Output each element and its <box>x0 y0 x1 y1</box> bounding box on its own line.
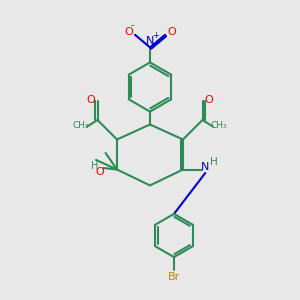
Text: N: N <box>201 162 209 172</box>
Text: O: O <box>86 95 95 105</box>
Text: O: O <box>95 167 104 177</box>
Text: O: O <box>205 95 214 105</box>
Text: Br: Br <box>168 272 180 282</box>
Text: O: O <box>124 27 133 37</box>
Text: H: H <box>210 157 218 167</box>
Text: O: O <box>167 27 176 37</box>
Text: H: H <box>91 160 98 171</box>
Text: N: N <box>146 36 154 46</box>
Text: +: + <box>152 32 159 40</box>
Text: CH₃: CH₃ <box>211 121 227 130</box>
Text: CH₃: CH₃ <box>73 121 89 130</box>
Text: -: - <box>131 20 134 30</box>
